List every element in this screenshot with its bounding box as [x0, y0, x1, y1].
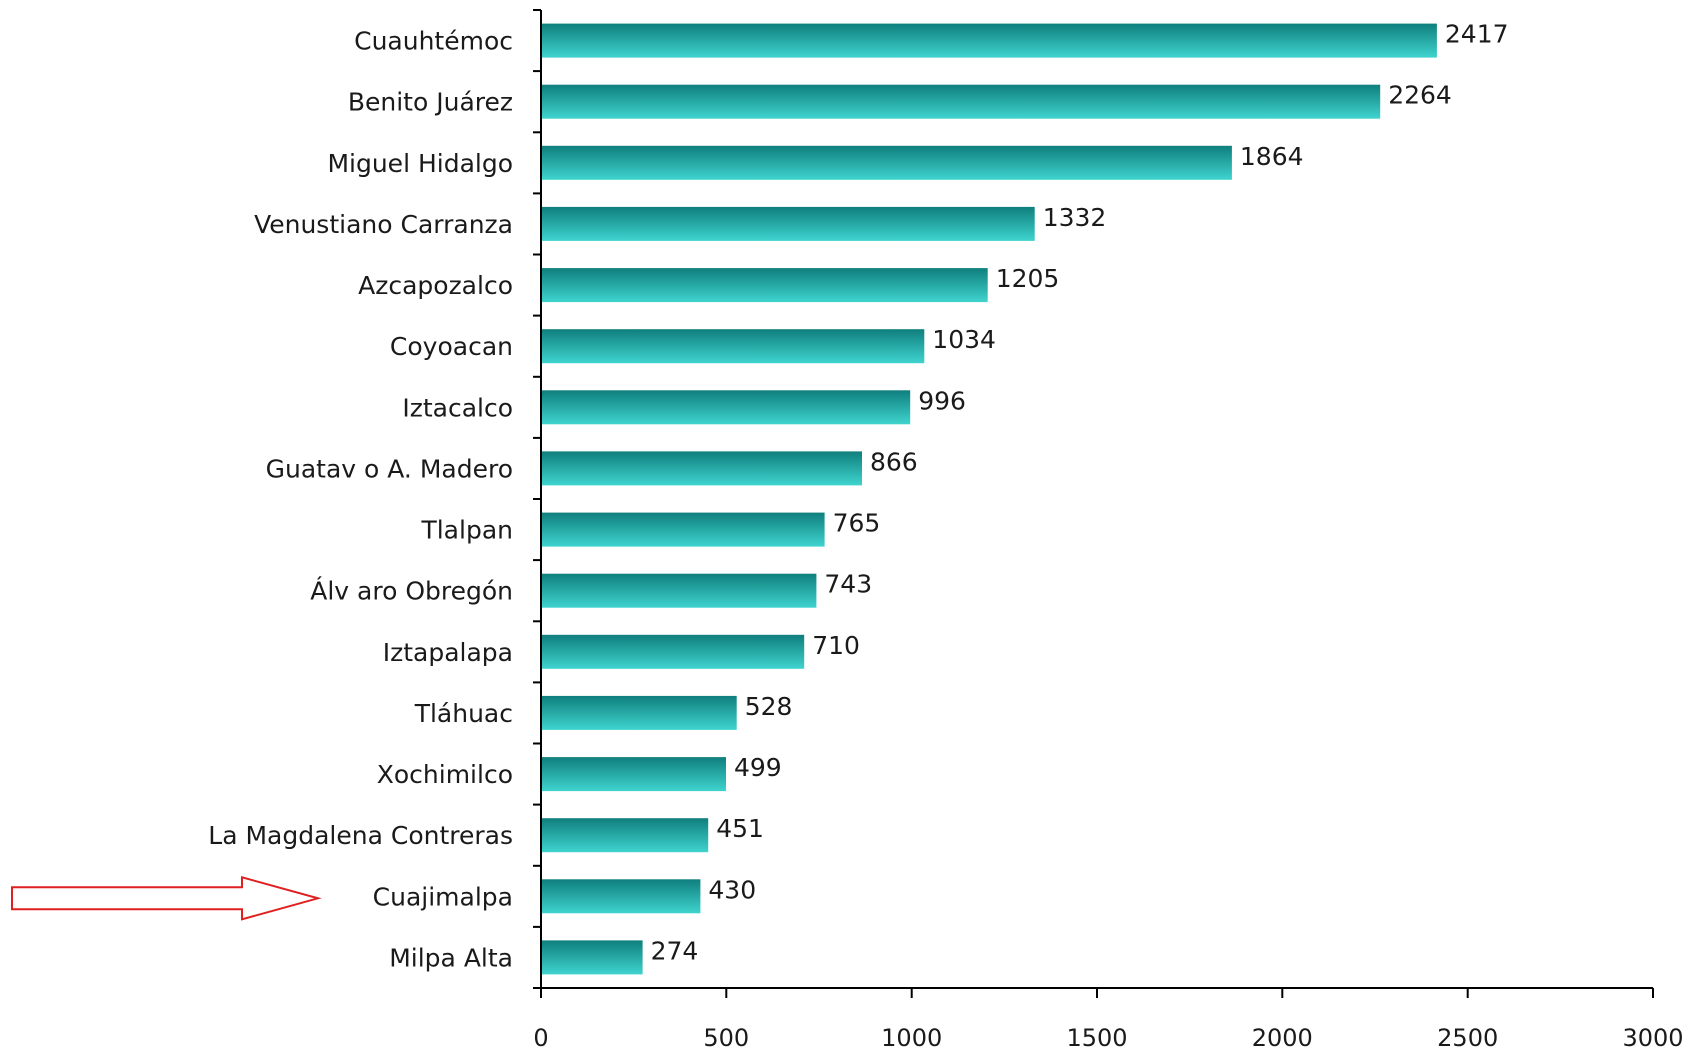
category-label: Cuajimalpa	[373, 882, 513, 911]
category-label: Coyoacan	[390, 332, 513, 361]
value-label: 866	[870, 447, 918, 476]
x-tick-label: 1000	[881, 1024, 942, 1050]
category-label: Miguel Hidalgo	[327, 149, 513, 178]
category-label: Tláhuac	[414, 699, 513, 728]
value-label: 1205	[996, 264, 1060, 293]
category-label: Benito Juárez	[348, 88, 513, 117]
value-label: 743	[824, 570, 872, 599]
value-label: 499	[734, 753, 782, 782]
x-tick-label: 2000	[1252, 1024, 1313, 1050]
bar	[541, 23, 1437, 58]
bar	[541, 634, 805, 669]
category-label: Azcapozalco	[358, 271, 513, 300]
value-label: 451	[716, 814, 764, 843]
value-label: 430	[708, 875, 756, 904]
bar	[541, 818, 709, 853]
category-label: La Magdalena Contreras	[208, 821, 513, 850]
category-label: Venustiano Carranza	[254, 210, 513, 239]
category-label: Iztapalapa	[383, 638, 513, 667]
category-label: Guatav o A. Madero	[266, 454, 513, 483]
category-label: Milpa Alta	[389, 943, 513, 972]
x-tick-label: 3000	[1622, 1024, 1683, 1050]
x-tick-label: 500	[703, 1024, 749, 1050]
bar	[541, 390, 911, 425]
value-label: 710	[812, 631, 860, 660]
category-label: Álv aro Obregón	[310, 577, 513, 606]
value-label: 2264	[1388, 81, 1452, 110]
bar	[541, 879, 701, 914]
x-tick-label: 0	[533, 1024, 548, 1050]
bar	[541, 757, 726, 792]
value-label: 2417	[1445, 20, 1509, 49]
x-tick-label: 2500	[1437, 1024, 1498, 1050]
category-label: Iztacalco	[402, 393, 513, 422]
value-label: 1332	[1043, 203, 1107, 232]
bar	[541, 206, 1035, 241]
bar	[541, 268, 988, 303]
x-tick-label: 1500	[1066, 1024, 1127, 1050]
value-label: 1034	[932, 325, 996, 354]
value-label: 274	[651, 936, 699, 965]
bar	[541, 940, 643, 975]
category-label: Cuauhtémoc	[354, 27, 513, 56]
bar	[541, 145, 1232, 180]
category-label: Tlalpan	[420, 516, 513, 545]
bar	[541, 84, 1381, 119]
value-label: 528	[745, 692, 793, 721]
value-label: 996	[918, 386, 966, 415]
value-label: 765	[833, 509, 881, 538]
bar	[541, 573, 817, 608]
category-label: Xochimilco	[377, 760, 513, 789]
bar	[541, 451, 862, 486]
arrow-icon	[11, 875, 322, 921]
bar	[541, 329, 925, 364]
bar	[541, 695, 737, 730]
value-label: 1864	[1240, 142, 1304, 171]
bar	[541, 512, 825, 547]
